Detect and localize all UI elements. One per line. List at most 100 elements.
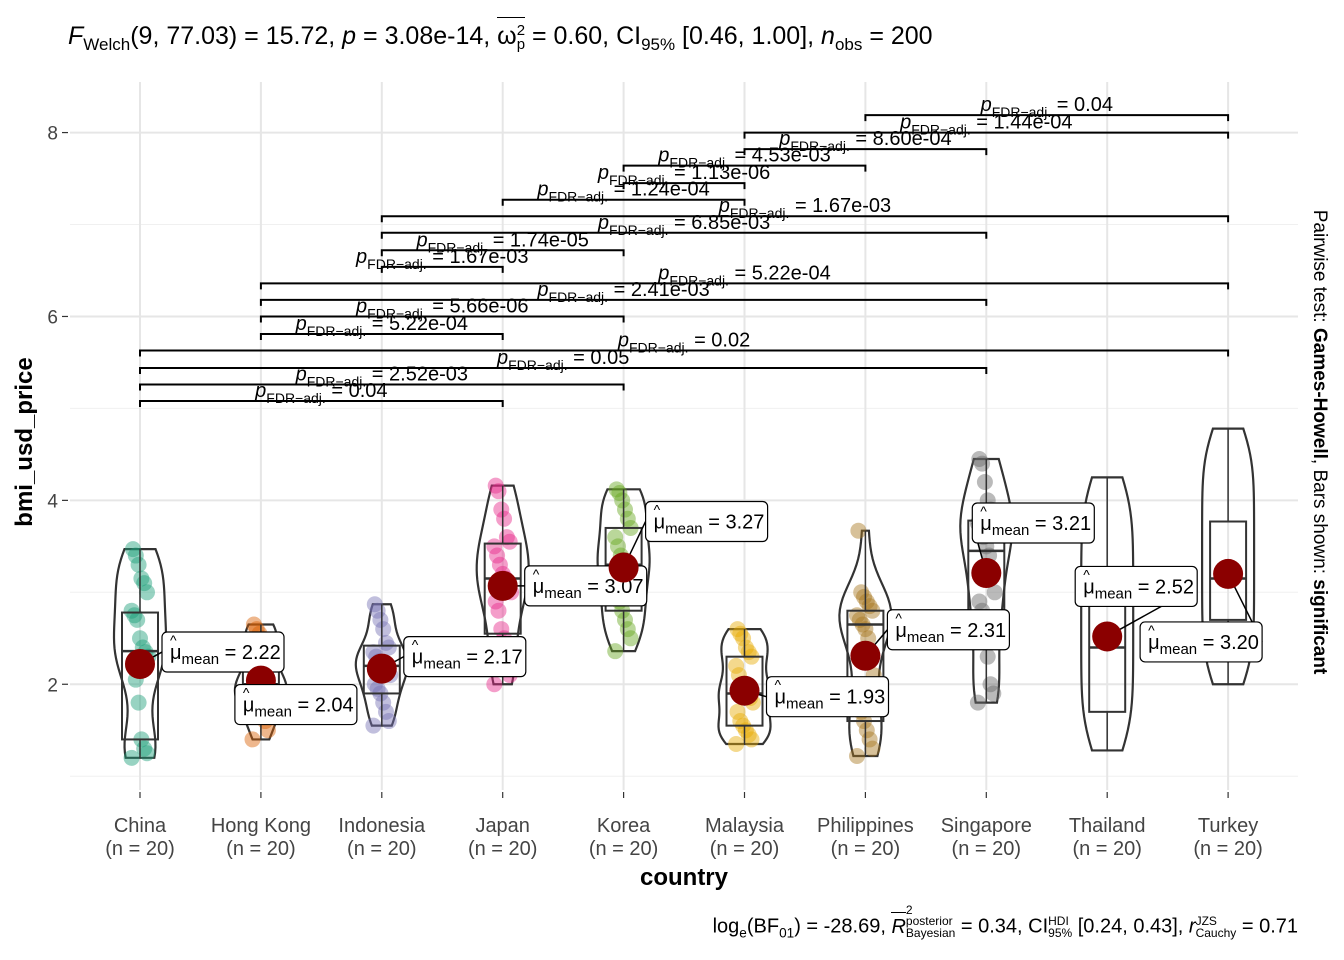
title-f-args: (9, 77.03) = 15.72, (130, 22, 343, 50)
mean-point (487, 570, 518, 601)
mean-point (125, 649, 155, 680)
mean-point (729, 675, 760, 706)
data-point (979, 648, 996, 665)
pairwise-label-part: FDR−adj. (367, 256, 427, 272)
pairwise-label-part: = 1.67e-03 (789, 195, 891, 217)
pairwise-label: pFDR−adj. = 5.22e-04 (295, 313, 468, 339)
y-tick-label: 8 (47, 124, 58, 145)
data-point (610, 538, 626, 555)
mean-label-part: μ (1083, 576, 1095, 598)
pairwise-label: pFDR−adj. = 1.67e-03 (355, 246, 528, 272)
pairwise-label: pFDR−adj. = 1.67e-03 (718, 195, 891, 221)
data-point (614, 492, 631, 509)
data-point (123, 749, 140, 766)
mean-label-part: mean (544, 585, 582, 602)
pairwise-label-part: = 0.05 (568, 347, 630, 369)
violin (1080, 476, 1135, 752)
pairwise-bracket (743, 148, 988, 156)
mean-label-part: = 3.07 (582, 576, 644, 598)
data-point (126, 607, 143, 624)
mean-label-part: μ (654, 511, 666, 533)
data-point (607, 529, 624, 546)
caption-ci-label: CI (1028, 915, 1049, 938)
pairwise-label-part: = 2.41e-03 (608, 279, 710, 301)
mean-label: μmean = 3.27 (654, 511, 765, 537)
data-point (496, 510, 513, 527)
data-point (487, 477, 504, 494)
title-ci-value: [0.46, 1.00], (675, 22, 822, 50)
data-point (378, 634, 394, 651)
pairwise-bracket (380, 215, 1230, 223)
mean-label-part: μ (243, 695, 255, 717)
x-tick-n-label: (n = 20) (710, 838, 779, 860)
x-tick-n-label: (n = 20) (105, 838, 174, 860)
pairwise-bracket (622, 164, 867, 172)
pairwise-label-part: = 4.53e-03 (729, 145, 831, 167)
pairwise-label-part: p (295, 364, 307, 386)
x-tick-label: Japan (475, 815, 530, 837)
mean-label-part: = 2.31 (944, 620, 1006, 642)
mean-label: μmean = 2.17 (412, 647, 523, 673)
mean-point (366, 653, 397, 684)
data-point (244, 731, 261, 748)
mean-label-hat: ^ (775, 677, 782, 693)
mean-label-part: μ (895, 620, 907, 642)
pairwise-label: pFDR−adj. = 2.52e-03 (295, 364, 468, 390)
x-tick-label: Hong Kong (211, 815, 311, 837)
pairwise-label-part: = 0.04 (1051, 94, 1113, 116)
chart-caption: loge(BF01) = -28.69, R 2 posterior Bayesian… (713, 904, 1298, 941)
pairwise-label-part: = 6.85e-03 (669, 212, 771, 234)
pairwise-label: pFDR−adj. = 5.22e-04 (657, 262, 830, 288)
x-tick-label: Turkey (1198, 815, 1258, 837)
caption-r-sub: Bayesian (905, 925, 956, 940)
pairwise-label-part: = 5.22e-04 (366, 313, 468, 335)
pairwise-bracket (259, 282, 1230, 290)
pairwise-label-part: = 8.60e-04 (850, 128, 952, 150)
mean-label-part: = 2.04 (292, 695, 354, 717)
pairwise-label-part: = 1.24e-04 (608, 179, 710, 201)
data-point (486, 676, 503, 693)
x-tick-label: Malaysia (705, 815, 785, 837)
mean-label: μmean = 2.04 (243, 695, 354, 721)
mean-label-part: mean (1095, 585, 1133, 602)
caption-r-value: = 0.34, (955, 915, 1029, 938)
mean-label-part: = 3.20 (1197, 632, 1259, 654)
mean-label-hat: ^ (533, 566, 540, 582)
mean-label-box (161, 631, 285, 673)
pairwise-label-part: = 5.22e-04 (729, 262, 831, 284)
mean-label-box (765, 676, 890, 718)
title-n-sub: obs (834, 34, 863, 54)
pairwise-label-part: = 5.66e-06 (427, 295, 529, 317)
pairwise-label-part: = 1.44e-04 (971, 112, 1073, 134)
caption-rc-sup: JZS (1195, 914, 1217, 929)
title-p-label: p (342, 22, 357, 50)
mean-point (1213, 558, 1244, 589)
caption-bf: (BF (746, 915, 780, 938)
right-subtitle-test: Games-Howell (1309, 328, 1330, 459)
chart-title: FWelch(9, 77.03) = 15.72, p = 3.08e-14, … (68, 17, 933, 55)
pairwise-label-part: p (597, 212, 609, 234)
data-point (728, 657, 745, 674)
pairwise-label-part: p (536, 279, 548, 301)
pairwise-label-part: p (718, 195, 730, 217)
title-ci-sub: 95% (641, 34, 676, 54)
pairwise-label-part: FDR−adj. (629, 339, 689, 355)
caption-bf-sub: 01 (779, 925, 795, 941)
x-tick-n-label: (n = 20) (1072, 838, 1141, 860)
x-axis-title: country (640, 864, 729, 891)
pairwise-label-part: p (657, 145, 669, 167)
pairwise-label: pFDR−adj. = 0.05 (496, 347, 629, 373)
pairwise-label-part: FDR−adj. (992, 104, 1052, 120)
title-ci-label: CI (616, 22, 642, 50)
y-tick-label: 4 (47, 491, 58, 512)
x-tick-label: Philippines (817, 815, 914, 837)
y-tick-label: 2 (47, 675, 58, 696)
x-tick-label: Korea (597, 815, 651, 837)
pairwise-label-part: FDR−adj. (508, 357, 568, 373)
data-point (864, 740, 881, 757)
x-tick-n-label: (n = 20) (347, 838, 416, 860)
caption-r-symbol: R (891, 911, 907, 939)
violin (1201, 427, 1256, 686)
data-point (365, 717, 382, 734)
